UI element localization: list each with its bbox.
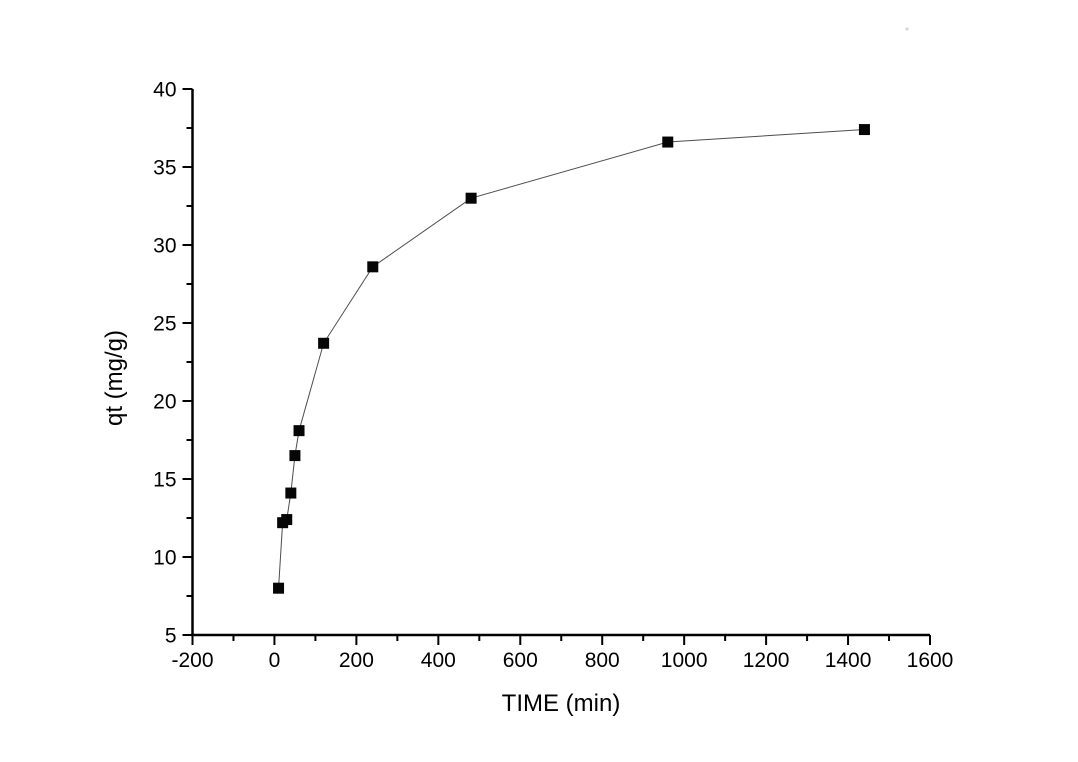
data-series bbox=[273, 124, 870, 594]
y-tick-label: 20 bbox=[153, 391, 176, 414]
y-tick-label: 5 bbox=[165, 625, 177, 648]
x-tick-label: 1200 bbox=[743, 649, 790, 672]
data-point-marker bbox=[281, 514, 293, 526]
series-line bbox=[278, 129, 865, 589]
y-tick-label: 10 bbox=[153, 547, 176, 570]
y-tick-label: 35 bbox=[153, 157, 176, 180]
speck-dot bbox=[905, 27, 909, 31]
x-tick-label: 600 bbox=[503, 649, 538, 672]
x-tick-label: 1000 bbox=[661, 649, 708, 672]
data-point-marker bbox=[293, 425, 305, 437]
x-tick-label: -200 bbox=[171, 649, 213, 672]
axes-layer: -200 0 200 400 600 800 1000 1200 1400 1600 5 10 15 20… bbox=[153, 79, 953, 673]
speck-artifact bbox=[905, 27, 909, 31]
y-axis-title: qt (mg/g) bbox=[101, 330, 128, 426]
x-tick-label: 0 bbox=[269, 649, 281, 672]
x-tick-label: 200 bbox=[339, 649, 374, 672]
data-point-marker bbox=[318, 337, 330, 349]
x-tick-label: 800 bbox=[585, 649, 620, 672]
y-tick-label: 40 bbox=[153, 79, 176, 102]
data-point-marker bbox=[289, 450, 301, 462]
x-tick-label: 400 bbox=[421, 649, 456, 672]
y-tick-label: 30 bbox=[153, 235, 176, 258]
data-point-marker bbox=[662, 136, 674, 148]
labels-layer: TIME (min) qt (mg/g) bbox=[101, 330, 620, 717]
y-tick-label: 25 bbox=[153, 313, 176, 336]
x-tick-label: 1600 bbox=[907, 649, 954, 672]
data-point-marker bbox=[367, 261, 379, 273]
data-point-marker bbox=[285, 487, 297, 499]
x-axis-title: TIME (min) bbox=[502, 690, 621, 717]
data-point-marker bbox=[273, 582, 285, 594]
data-point-marker bbox=[465, 192, 477, 204]
x-tick-label: 1400 bbox=[825, 649, 872, 672]
data-point-marker bbox=[858, 124, 870, 136]
y-tick-label: 15 bbox=[153, 469, 176, 492]
